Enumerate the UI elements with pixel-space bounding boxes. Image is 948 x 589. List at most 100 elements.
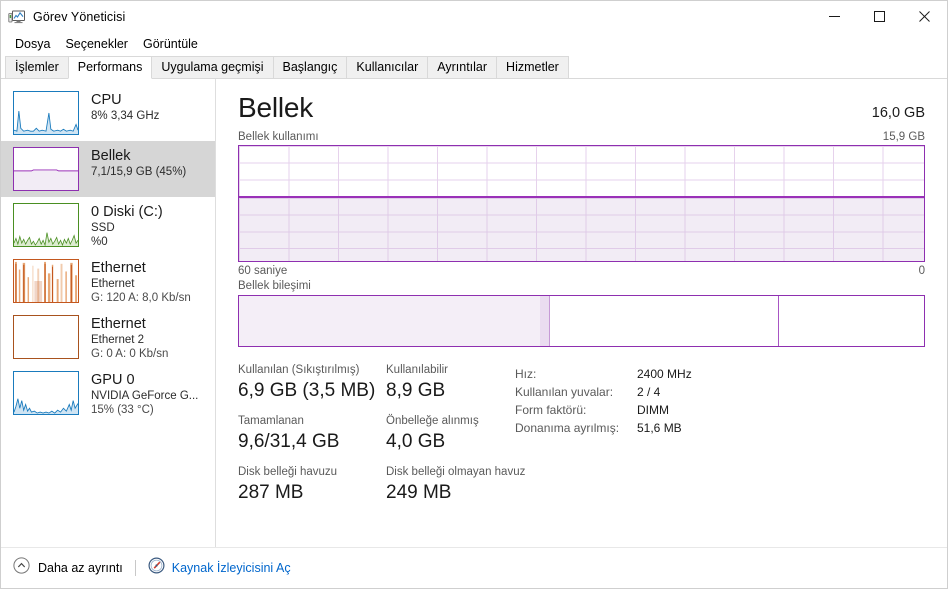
tab-uygulama-gecmisi[interactable]: Uygulama geçmişi <box>151 56 274 78</box>
sidebar-item-title: CPU <box>91 92 122 108</box>
stat-label: Disk belleği olmayan havuz <box>386 466 526 478</box>
spec-value: 2400 MHz <box>637 367 692 381</box>
graph-max-value: 15,9 GB <box>882 131 925 143</box>
sidebar-item-line3: G: 0 A: 0 Kb/sn <box>91 348 169 360</box>
spec-row-hardware-reserved: Donanıma ayrılmış: 51,6 MB <box>515 419 692 437</box>
spec-value: DIMM <box>637 403 669 417</box>
menu-item-dosya[interactable]: Dosya <box>15 37 51 51</box>
stat-available: Kullanılabilir 8,9 GB <box>386 363 536 403</box>
sidebar-disk-text: 0 Diski (C:) SSD %0 <box>91 203 163 249</box>
ethernet-thumbnail-graph <box>13 259 79 303</box>
stat-row: Tamamlanan 9,6/31,4 GB Önbelleğe alınmış… <box>238 414 510 454</box>
sidebar-item-gpu-0[interactable]: GPU 0 NVIDIA GeForce G... 15% (33 °C) <box>1 365 215 421</box>
spec-key: Donanıma ayrılmış: <box>515 421 620 435</box>
memory-usage-graph-wrapper: 60 saniye 0 <box>238 145 925 277</box>
fewer-details-label: Daha az ayrıntı <box>38 561 123 575</box>
graph-label: Bellek kullanımı <box>238 131 319 143</box>
sidebar-item-ethernet-1[interactable]: Ethernet Ethernet G: 120 A: 8,0 Kb/sn <box>1 253 215 309</box>
sidebar-gpu-text: GPU 0 NVIDIA GeForce G... 15% (33 °C) <box>91 371 198 417</box>
graph-axis-labels: 60 saniye 0 <box>238 265 925 277</box>
sidebar-item-ethernet-2[interactable]: Ethernet Ethernet 2 G: 0 A: 0 Kb/sn <box>1 309 215 365</box>
memory-specifications: Hız: 2400 MHz Kullanılan yuvalar: 2 / 4 … <box>510 363 692 516</box>
stat-row: Disk belleği havuzu 287 MB Disk belleği … <box>238 465 525 505</box>
window-controls <box>812 1 947 32</box>
composition-segment-used <box>239 296 541 346</box>
tab-kullanicilar[interactable]: Kullanıcılar <box>346 56 429 78</box>
memory-stats-left: Kullanılan (Sıkıştırılmış) 6,9 GB (3,5 M… <box>238 363 525 516</box>
sidebar-item-bellek[interactable]: Bellek 7,1/15,9 GB (45%) <box>1 141 215 197</box>
sidebar-item-title: Ethernet <box>91 316 146 332</box>
composition-segment-free <box>778 296 924 346</box>
minimize-button[interactable] <box>812 1 857 32</box>
stat-paged-pool: Disk belleği havuzu 287 MB <box>238 465 386 505</box>
stat-value: 9,6/31,4 GB <box>238 431 340 452</box>
stat-row: Kullanılan (Sıkıştırılmış) 6,9 GB (3,5 M… <box>238 363 510 403</box>
footer-bar: Daha az ayrıntı Kaynak İzleyicisini Aç <box>1 547 947 588</box>
stat-cached: Önbelleğe alınmış 4,0 GB <box>386 414 536 454</box>
menu-item-goruntule[interactable]: Görüntüle <box>142 37 198 51</box>
stat-value: 4,0 GB <box>386 431 446 452</box>
sidebar-item-title: Bellek <box>91 148 131 164</box>
spec-row-speed: Hız: 2400 MHz <box>515 365 692 383</box>
tab-islemler[interactable]: İşlemler <box>5 56 69 78</box>
sidebar-item-title: 0 Diski (C:) <box>91 204 163 220</box>
sidebar-item-disk-0[interactable]: 0 Diski (C:) SSD %0 <box>1 197 215 253</box>
sidebar-item-line3: %0 <box>91 236 108 248</box>
tab-baslangic[interactable]: Başlangıç <box>272 56 348 78</box>
stat-value: 6,9 GB (3,5 MB) <box>238 380 376 401</box>
memory-statistics: Kullanılan (Sıkıştırılmış) 6,9 GB (3,5 M… <box>238 363 925 516</box>
graph-time-left-label: 60 saniye <box>238 265 288 277</box>
fewer-details-button[interactable]: Daha az ayrıntı <box>13 557 123 579</box>
footer-divider <box>134 560 136 576</box>
stat-value: 8,9 GB <box>386 380 446 401</box>
spec-key: Form faktörü: <box>515 403 587 417</box>
sidebar-item-line3: 15% (33 °C) <box>91 404 154 416</box>
tab-performans[interactable]: Performans <box>67 56 153 79</box>
maximize-button[interactable] <box>857 1 902 32</box>
sidebar-item-title: Ethernet <box>91 260 146 276</box>
sidebar-item-line2: NVIDIA GeForce G... <box>91 390 199 402</box>
sidebar-ethernet2-text: Ethernet Ethernet 2 G: 0 A: 0 Kb/sn <box>91 315 168 361</box>
spec-row-slots: Kullanılan yuvalar: 2 / 4 <box>515 383 692 401</box>
memory-detail-panel: Bellek 16,0 GB Bellek kullanımı 15,9 GB … <box>216 79 947 547</box>
cpu-thumbnail-graph <box>13 91 79 135</box>
sidebar-item-title: GPU 0 <box>91 372 135 388</box>
sidebar-item-line2: Ethernet 2 <box>91 334 145 346</box>
stat-label: Kullanılan (Sıkıştırılmış) <box>238 364 360 376</box>
menu-item-secenekler[interactable]: Seçenekler <box>65 37 128 51</box>
sidebar-item-line2: Ethernet <box>91 278 135 290</box>
stat-label: Disk belleği havuzu <box>238 466 338 478</box>
memory-usage-graph[interactable] <box>238 145 925 262</box>
graph-gridlines-overlay <box>239 197 924 261</box>
tab-hizmetler[interactable]: Hizmetler <box>496 56 569 78</box>
stat-value: 249 MB <box>386 482 452 503</box>
gpu-thumbnail-graph <box>13 371 79 415</box>
composition-label: Bellek bileşimi <box>238 280 311 292</box>
stat-used-compressed: Kullanılan (Sıkıştırılmış) 6,9 GB (3,5 M… <box>238 363 386 403</box>
task-manager-icon <box>8 8 26 26</box>
tab-strip: İşlemler Performans Uygulama geçmişi Baş… <box>1 56 947 79</box>
memory-composition-bar[interactable] <box>238 295 925 347</box>
close-button[interactable] <box>902 1 947 32</box>
composition-segment-standby <box>548 296 779 346</box>
sidebar-cpu-text: CPU 8% 3,34 GHz <box>91 91 159 123</box>
sidebar-item-line2: 8% 3,34 GHz <box>91 110 160 122</box>
sidebar-item-line3: G: 120 A: 8,0 Kb/sn <box>91 292 191 304</box>
content-area: CPU 8% 3,34 GHz Bellek 7,1/15,9 GB (45%) <box>1 79 947 547</box>
open-resource-monitor-link[interactable]: Kaynak İzleyicisini Aç <box>171 561 291 575</box>
stat-value: 287 MB <box>238 482 304 503</box>
stat-label: Kullanılabilir <box>386 364 449 376</box>
resource-monitor-icon[interactable] <box>148 557 165 579</box>
sidebar-ethernet1-text: Ethernet Ethernet G: 120 A: 8,0 Kb/sn <box>91 259 191 305</box>
memory-header: Bellek 16,0 GB <box>238 91 925 125</box>
page-title: Bellek <box>238 92 314 123</box>
graph-series-line <box>239 195 924 198</box>
memory-total: 16,0 GB <box>871 105 925 121</box>
performance-sidebar[interactable]: CPU 8% 3,34 GHz Bellek 7,1/15,9 GB (45%) <box>1 79 216 547</box>
sidebar-item-cpu[interactable]: CPU 8% 3,34 GHz <box>1 85 215 141</box>
stat-nonpaged-pool: Disk belleği olmayan havuz 249 MB <box>386 465 536 505</box>
tab-ayrintilar[interactable]: Ayrıntılar <box>427 56 498 78</box>
disk-thumbnail-graph <box>13 203 79 247</box>
sidebar-bellek-text: Bellek 7,1/15,9 GB (45%) <box>91 147 186 179</box>
